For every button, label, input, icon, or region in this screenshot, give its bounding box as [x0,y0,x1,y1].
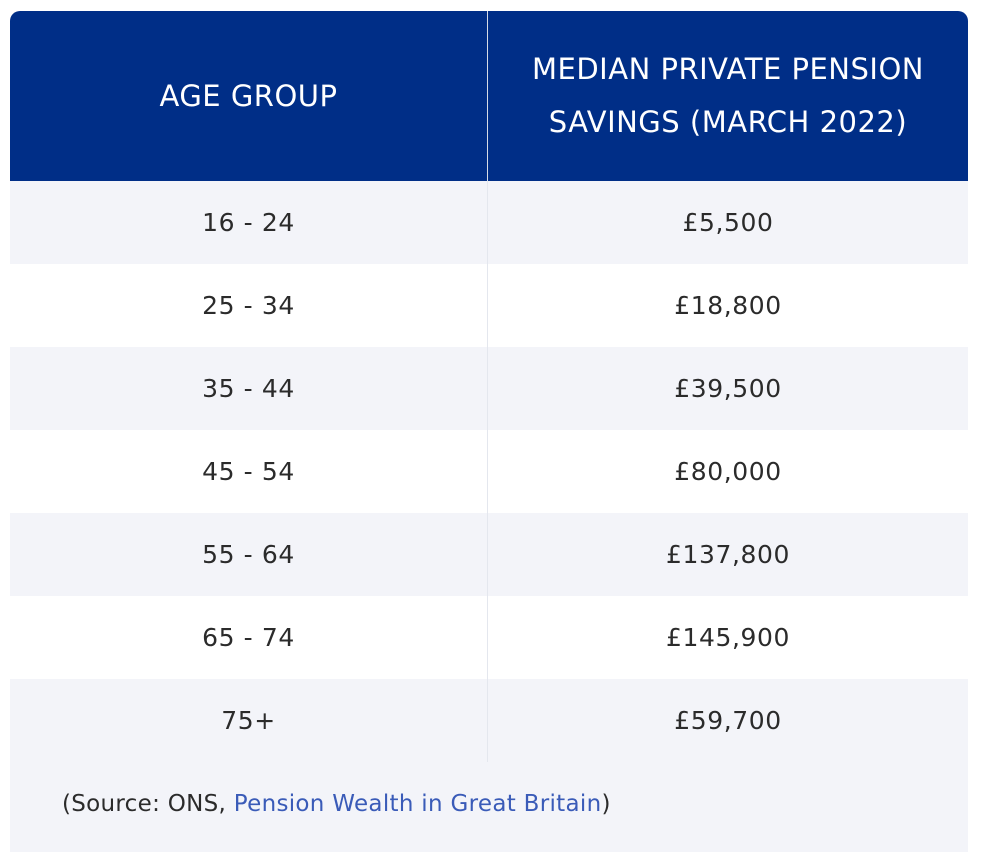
age-group-cell: 35 - 44 [10,347,488,430]
table-row: 55 - 64 £137,800 [10,513,968,596]
savings-cell: £5,500 [488,181,968,264]
savings-cell: £39,500 [488,347,968,430]
pension-savings-table: AGE GROUP MEDIAN PRIVATE PENSION SAVINGS… [10,11,968,762]
table-header-row: AGE GROUP MEDIAN PRIVATE PENSION SAVINGS… [10,11,968,181]
header-age-group: AGE GROUP [10,11,488,181]
age-group-cell: 25 - 34 [10,264,488,347]
table-row: 65 - 74 £145,900 [10,596,968,679]
age-group-cell: 65 - 74 [10,596,488,679]
source-prefix: (Source: ONS, [62,791,234,817]
source-link[interactable]: Pension Wealth in Great Britain [233,791,602,817]
savings-cell: £59,700 [488,679,968,762]
table-row: 45 - 54 £80,000 [10,430,968,513]
header-median-savings-line-2: SAVINGS (MARCH 2022) [548,105,908,139]
source-note: (Source: ONS, Pension Wealth in Great Br… [10,762,968,852]
table-row: 75+ £59,700 [10,679,968,762]
table-row: 35 - 44 £39,500 [10,347,968,430]
age-group-cell: 75+ [10,679,488,762]
savings-cell: £80,000 [488,430,968,513]
table-row: 25 - 34 £18,800 [10,264,968,347]
table-row: 16 - 24 £5,500 [10,181,968,264]
age-group-cell: 55 - 64 [10,513,488,596]
header-median-savings-line-1: MEDIAN PRIVATE PENSION [532,52,924,86]
savings-cell: £137,800 [488,513,968,596]
header-median-savings: MEDIAN PRIVATE PENSION SAVINGS (MARCH 20… [488,11,968,181]
age-group-cell: 45 - 54 [10,430,488,513]
savings-cell: £145,900 [488,596,968,679]
age-group-cell: 16 - 24 [10,181,488,264]
savings-cell: £18,800 [488,264,968,347]
pension-table-container: AGE GROUP MEDIAN PRIVATE PENSION SAVINGS… [10,11,968,852]
source-suffix: ) [601,791,611,817]
